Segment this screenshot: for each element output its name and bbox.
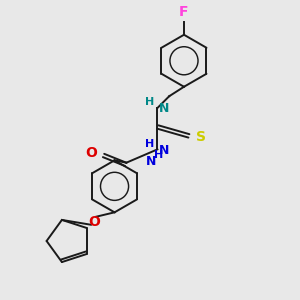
Text: H: H xyxy=(154,150,163,160)
Text: H: H xyxy=(145,139,154,148)
Text: F: F xyxy=(179,5,189,19)
Text: S: S xyxy=(196,130,206,144)
Text: N: N xyxy=(159,144,169,157)
Text: O: O xyxy=(85,146,97,160)
Text: N: N xyxy=(146,155,156,168)
Text: H: H xyxy=(145,97,154,106)
Text: N: N xyxy=(159,102,169,115)
Text: O: O xyxy=(88,215,100,229)
